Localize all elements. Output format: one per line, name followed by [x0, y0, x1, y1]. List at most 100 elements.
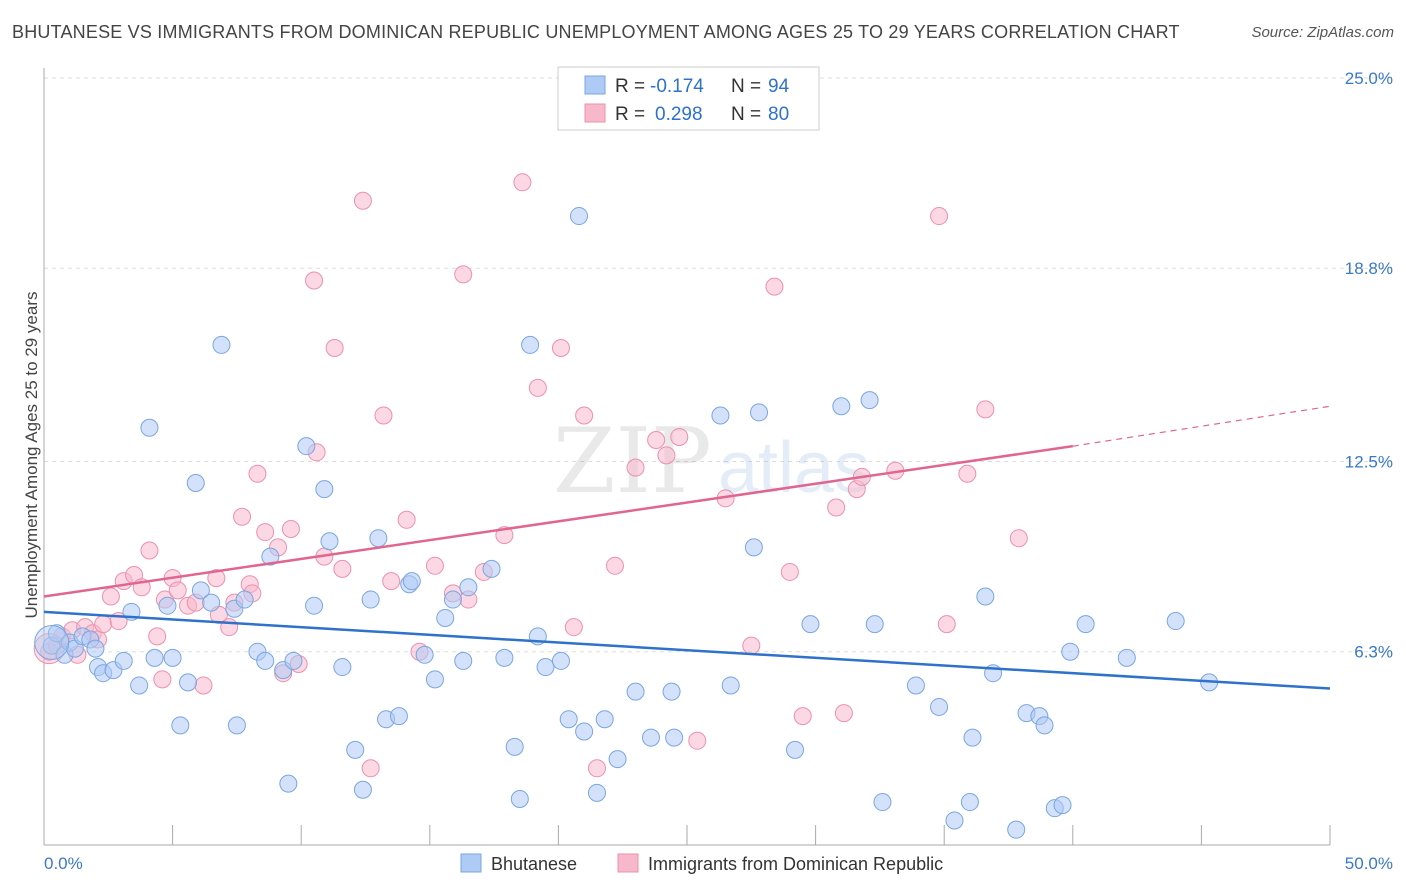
point-bhutanese [1166, 612, 1185, 631]
point-dominican [834, 704, 853, 723]
trend-line-bhutanese [43, 610, 1331, 690]
chart-title: BHUTANESE VS IMMIGRANTS FROM DOMINICAN R… [12, 22, 1180, 42]
point-dominican [281, 519, 300, 538]
legend-swatch-blue [584, 75, 606, 95]
point-bhutanese [1076, 615, 1095, 634]
x-min-label: 0.0% [44, 854, 83, 873]
point-bhutanese [482, 559, 501, 578]
chart-source: Source: ZipAtlas.com [1251, 24, 1394, 41]
legend-n-label-blue: N = [731, 76, 761, 97]
point-bhutanese [415, 645, 434, 664]
point-bhutanese [1117, 648, 1136, 667]
legend-n-label-pink: N = [731, 104, 761, 125]
point-dominican [220, 618, 239, 637]
point-bhutanese [711, 406, 730, 425]
point-bhutanese [284, 651, 303, 670]
gridlines [44, 77, 1393, 653]
point-dominican [140, 541, 159, 560]
point-bhutanese [454, 651, 473, 670]
point-bhutanese [559, 710, 578, 729]
point-bhutanese [750, 403, 769, 422]
x-max-label: 50.0% [1345, 854, 1393, 873]
point-bhutanese-cluster [34, 625, 70, 661]
point-dominican [765, 277, 784, 296]
trend-line-dominican-extension [1072, 405, 1331, 447]
y-axis-label: Unemployment Among Ages 25 to 29 years [22, 292, 41, 619]
point-bhutanese [641, 728, 660, 747]
axes [43, 68, 1331, 846]
point-dominican [564, 618, 583, 637]
point-bhutanese [227, 716, 246, 735]
point-dominican [325, 338, 344, 357]
point-bhutanese [171, 716, 190, 735]
point-bhutanese [832, 397, 851, 416]
point-dominican [587, 759, 606, 778]
point-dominican [930, 207, 949, 226]
point-dominican [397, 510, 416, 529]
point-dominican [793, 707, 812, 726]
point-bhutanese [963, 728, 982, 747]
point-dominican [647, 431, 666, 450]
y-tick-label: 12.5% [1345, 453, 1393, 472]
watermark-atlas: atlas [718, 428, 870, 508]
point-bhutanese [569, 207, 588, 226]
point-bhutanese [608, 750, 627, 769]
point-bhutanese [186, 473, 205, 492]
point-bhutanese [575, 722, 594, 741]
point-dominican [101, 587, 120, 606]
legend-bottom-label-blue: Bhutanese [491, 854, 577, 874]
legend-bottom-swatch-pink [617, 853, 639, 873]
point-bhutanese [443, 590, 462, 609]
point-bhutanese [665, 728, 684, 747]
point-bhutanese [521, 335, 540, 354]
point-bhutanese [860, 391, 879, 410]
point-bhutanese [459, 578, 478, 597]
point-dominican [742, 636, 761, 655]
point-dominican [1009, 529, 1028, 548]
point-dominican [958, 464, 977, 483]
legend-bottom-label-pink: Immigrants from Dominican Republic [648, 854, 943, 874]
point-bhutanese [1035, 716, 1054, 735]
point-bhutanese [389, 707, 408, 726]
legend-top: R = -0.174 N = 94 R = 0.298 N = 80 [557, 66, 820, 131]
point-bhutanese [140, 418, 159, 437]
point-bhutanese [212, 335, 231, 354]
point-dominican [688, 731, 707, 750]
point-dominican [353, 191, 372, 210]
point-bhutanese [305, 596, 324, 615]
point-bhutanese [930, 697, 949, 716]
point-dominican [256, 523, 275, 542]
point-dominican [361, 759, 380, 778]
legend-r-value-blue: -0.174 [650, 76, 704, 97]
point-bhutanese [945, 811, 964, 830]
point-dominican [670, 427, 689, 446]
point-dominican [305, 271, 324, 290]
y-tick-labels: 6.3% 12.5% 18.8% 25.0% [1345, 69, 1393, 662]
point-bhutanese [721, 676, 740, 695]
point-bhutanese [369, 529, 388, 548]
point-bhutanese [587, 783, 606, 802]
point-dominican [528, 378, 547, 397]
point-bhutanese [235, 590, 254, 609]
point-dominican [153, 670, 172, 689]
point-bhutanese [163, 648, 182, 667]
point-dominican [233, 507, 252, 526]
point-dominican [575, 406, 594, 425]
point-dominican [194, 676, 213, 695]
point-dominican [827, 498, 846, 517]
point-dominican [425, 556, 444, 575]
y-tick-label: 25.0% [1345, 69, 1393, 88]
point-bhutanese [191, 581, 210, 600]
point-bhutanese [333, 658, 352, 677]
legend-swatch-pink [584, 103, 606, 123]
point-bhutanese [346, 740, 365, 759]
trend-lines [43, 405, 1331, 690]
point-bhutanese [279, 774, 298, 793]
series-bhutanese-points [34, 207, 1219, 839]
point-bhutanese [626, 682, 645, 701]
point-bhutanese [865, 615, 884, 634]
legend-n-value-blue: 94 [768, 76, 790, 97]
point-bhutanese [145, 648, 164, 667]
point-bhutanese [361, 590, 380, 609]
